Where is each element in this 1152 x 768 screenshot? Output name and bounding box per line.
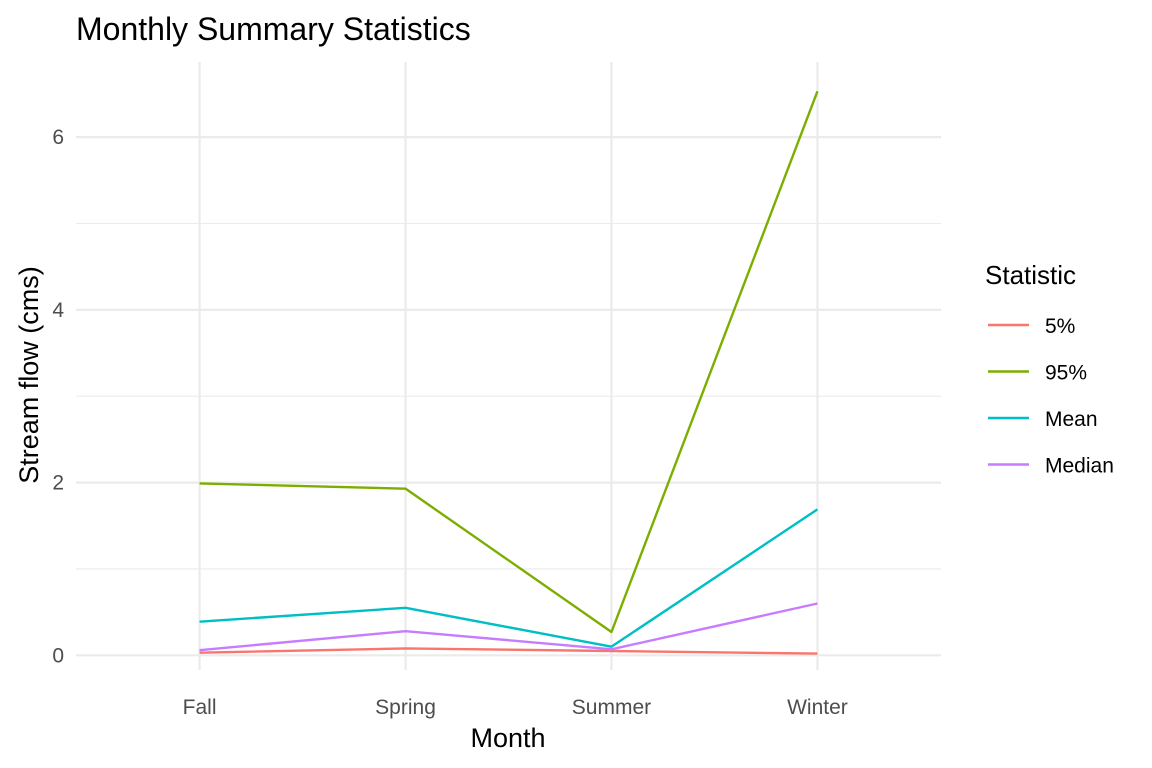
chart-title: Monthly Summary Statistics <box>76 11 471 47</box>
y-tick-label: 6 <box>52 126 64 149</box>
legend-label: Mean <box>1045 408 1098 431</box>
legend-item: Mean <box>988 408 1098 431</box>
x-tick-label: Spring <box>375 696 436 719</box>
x-axis-title: Month <box>470 723 545 753</box>
x-tick-label: Winter <box>787 696 848 719</box>
legend-item: 95% <box>988 362 1087 385</box>
series-lines <box>199 90 819 655</box>
legend-label: Median <box>1045 455 1114 478</box>
gridlines <box>76 62 941 670</box>
y-tick-label: 4 <box>52 299 64 322</box>
series-line-5pct <box>199 647 818 655</box>
series-line-mean <box>199 508 819 648</box>
x-axis-ticks: Fall Spring Summer Winter <box>183 696 848 719</box>
legend-label: 95% <box>1045 362 1087 385</box>
y-axis-title: Stream flow (cms) <box>14 266 44 484</box>
legend-items: 5% 95% Mean Median <box>988 315 1114 478</box>
legend-label: 5% <box>1045 315 1075 338</box>
y-tick-label: 0 <box>52 644 64 667</box>
x-tick-label: Fall <box>183 696 217 719</box>
legend-item: Median <box>988 455 1114 478</box>
legend-item: 5% <box>988 315 1075 338</box>
x-tick-label: Summer <box>572 696 651 719</box>
series-line-median <box>199 602 818 652</box>
legend: Statistic 5% 95% Mean Median <box>985 260 1114 478</box>
legend-title: Statistic <box>985 260 1076 290</box>
y-tick-label: 2 <box>52 472 64 495</box>
y-axis-ticks: 0 2 4 6 <box>52 126 64 667</box>
series-line-95pct <box>199 90 819 634</box>
